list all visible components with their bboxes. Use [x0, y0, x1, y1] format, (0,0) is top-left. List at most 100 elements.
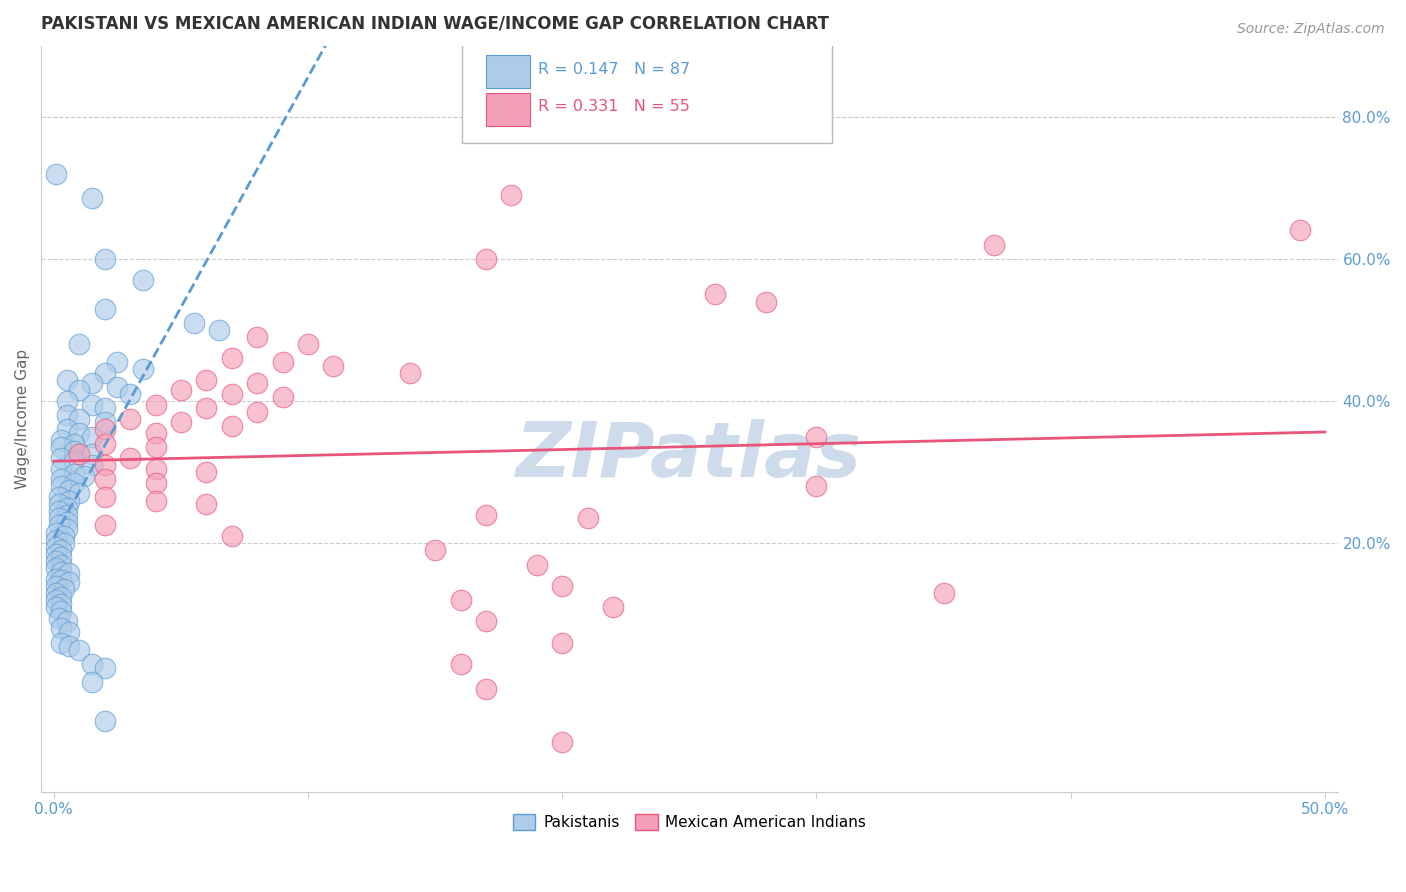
Point	[45, 525, 67, 540]
Point	[51, 550, 73, 565]
Point	[475, 615, 498, 629]
Point	[53, 582, 76, 597]
Point	[271, 355, 294, 369]
Point	[48, 511, 70, 525]
Point	[80, 674, 103, 689]
Point	[475, 681, 498, 696]
Point	[45, 593, 67, 607]
Point	[51, 440, 73, 454]
Point	[93, 422, 115, 436]
Point	[63, 475, 86, 490]
Point	[551, 579, 574, 593]
Point	[208, 323, 231, 337]
Legend: Pakistanis, Mexican American Indians: Pakistanis, Mexican American Indians	[506, 808, 872, 837]
Point	[48, 518, 70, 533]
Point	[80, 447, 103, 461]
Text: ZIPatlas: ZIPatlas	[516, 419, 862, 493]
Point	[297, 337, 319, 351]
Point	[51, 590, 73, 604]
Point	[602, 600, 624, 615]
Point	[145, 425, 167, 440]
Point	[51, 604, 73, 618]
Point	[48, 490, 70, 504]
Point	[93, 401, 115, 416]
Point	[105, 355, 128, 369]
Point	[93, 472, 115, 486]
Point	[322, 359, 344, 373]
Point	[93, 436, 115, 450]
Point	[80, 458, 103, 472]
Point	[55, 615, 77, 629]
Text: R = 0.147   N = 87: R = 0.147 N = 87	[537, 62, 690, 77]
Point	[45, 579, 67, 593]
Point	[51, 597, 73, 611]
Point	[93, 366, 115, 380]
Point	[67, 642, 90, 657]
Point	[195, 497, 218, 511]
Point	[93, 416, 115, 430]
Point	[246, 330, 269, 344]
Point	[806, 429, 828, 443]
Point	[45, 572, 67, 586]
Point	[45, 547, 67, 561]
Point	[271, 391, 294, 405]
Point	[51, 565, 73, 579]
Point	[93, 490, 115, 504]
Text: Source: ZipAtlas.com: Source: ZipAtlas.com	[1237, 22, 1385, 37]
Point	[475, 252, 498, 266]
Point	[183, 316, 205, 330]
Point	[80, 657, 103, 671]
Point	[450, 657, 472, 671]
Y-axis label: Wage/Income Gap: Wage/Income Gap	[15, 349, 30, 489]
Point	[132, 273, 155, 287]
Point	[755, 294, 778, 309]
Point	[80, 429, 103, 443]
Point	[475, 508, 498, 522]
Point	[58, 575, 80, 590]
Point	[983, 237, 1005, 252]
Point	[55, 394, 77, 409]
Point	[45, 533, 67, 547]
Point	[576, 511, 599, 525]
Point	[170, 384, 193, 398]
Point	[55, 515, 77, 529]
Point	[55, 373, 77, 387]
Point	[195, 465, 218, 479]
Point	[55, 409, 77, 423]
Point	[51, 450, 73, 465]
Point	[67, 447, 90, 461]
Point	[63, 467, 86, 481]
Point	[51, 543, 73, 558]
Point	[398, 366, 420, 380]
Point	[48, 504, 70, 518]
Point	[63, 436, 86, 450]
Point	[551, 636, 574, 650]
Point	[58, 483, 80, 497]
Point	[145, 398, 167, 412]
Point	[51, 479, 73, 493]
Point	[246, 405, 269, 419]
Point	[132, 362, 155, 376]
Point	[67, 337, 90, 351]
Point	[67, 412, 90, 426]
Point	[45, 561, 67, 575]
Point	[45, 586, 67, 600]
Point	[221, 387, 243, 401]
Point	[55, 508, 77, 522]
Point	[58, 493, 80, 508]
Point	[48, 497, 70, 511]
Point	[53, 529, 76, 543]
Point	[55, 522, 77, 536]
FancyBboxPatch shape	[463, 42, 832, 143]
Point	[45, 167, 67, 181]
Point	[551, 735, 574, 749]
Point	[246, 376, 269, 391]
Point	[58, 566, 80, 580]
Point	[221, 418, 243, 433]
Point	[51, 558, 73, 572]
Point	[423, 543, 446, 558]
Point	[806, 479, 828, 493]
Point	[501, 188, 523, 202]
Point	[145, 475, 167, 490]
Point	[93, 301, 115, 316]
